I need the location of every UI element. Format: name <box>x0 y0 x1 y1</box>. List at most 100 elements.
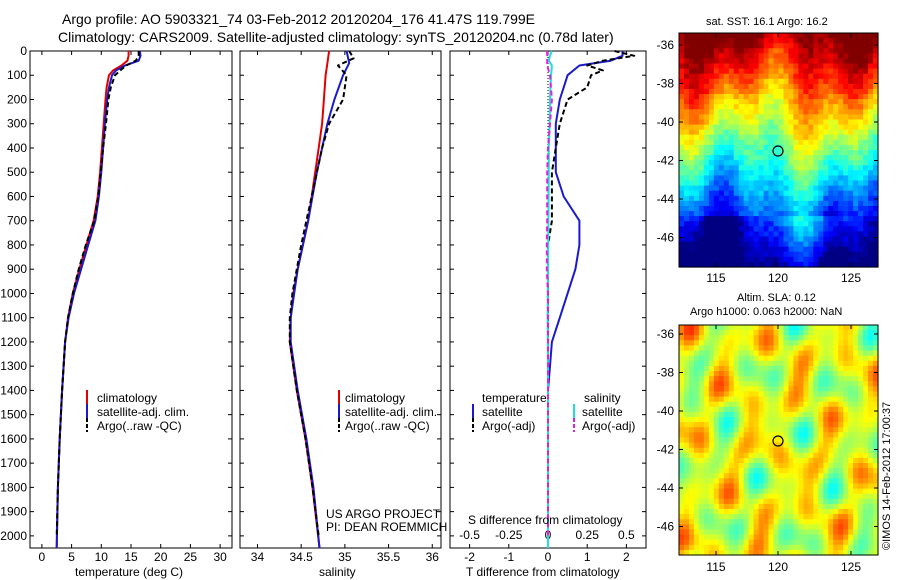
sla-cell <box>868 427 874 433</box>
sst-cell <box>873 99 879 105</box>
sla-cell <box>863 345 869 352</box>
sst-cell <box>863 206 869 212</box>
sla-cell <box>748 391 755 398</box>
sst-cell <box>803 134 809 141</box>
sla-cell <box>703 447 710 454</box>
sla-cell <box>808 457 814 464</box>
sst-cell <box>748 160 755 166</box>
sla-cell <box>679 381 685 387</box>
sla-cell <box>823 417 829 423</box>
sla-cell <box>698 442 705 449</box>
sla-cell <box>843 503 849 510</box>
sla-cell <box>743 417 750 423</box>
sst-cell <box>798 94 804 100</box>
sla-cell <box>723 381 730 387</box>
sst-cell <box>808 58 814 65</box>
sla-cell <box>858 519 864 525</box>
sla-cell <box>713 437 720 444</box>
sst-cell <box>788 195 795 202</box>
sst-cell <box>873 251 879 258</box>
sla-cell <box>833 422 839 428</box>
sla-cell <box>748 411 755 418</box>
sst-cell <box>803 94 809 100</box>
sst-cell <box>684 139 690 146</box>
sla-cell <box>873 539 879 546</box>
sst-cell <box>743 134 750 141</box>
sla-cell <box>868 360 874 367</box>
sst-cell <box>823 256 829 263</box>
sla-cell <box>863 498 869 505</box>
sla-cell <box>743 365 750 372</box>
sla-cell <box>768 391 775 398</box>
sst-cell <box>838 89 844 95</box>
sla-cell <box>818 340 824 346</box>
sst-cell <box>753 246 760 253</box>
sla-cell <box>693 544 700 551</box>
sst-cell <box>828 200 834 207</box>
sst-cell <box>743 226 750 232</box>
sla-cell <box>868 401 874 408</box>
sla-cell <box>848 447 854 454</box>
sla-cell <box>813 503 819 510</box>
sla-cell <box>753 503 760 510</box>
sst-cell <box>863 68 869 75</box>
sla-cell <box>808 488 814 495</box>
sla-cell <box>693 514 700 520</box>
sla-cell <box>858 534 864 541</box>
sla-cell <box>689 340 695 346</box>
sla-cell <box>823 519 829 525</box>
sst-cell <box>728 139 735 146</box>
sla-cell <box>689 503 695 510</box>
sla-cell <box>753 483 760 490</box>
sla-cell <box>698 539 705 546</box>
sst-cell <box>738 139 745 146</box>
sla-cell <box>689 376 695 382</box>
sst-cell <box>813 139 819 146</box>
sla-cell <box>679 534 685 541</box>
sla-cell <box>848 350 854 357</box>
sla-cell <box>713 325 720 331</box>
sla-cell <box>753 442 760 449</box>
sla-cell <box>768 524 775 530</box>
sla-cell <box>733 483 740 490</box>
sst-cell <box>838 226 844 232</box>
sla-cell <box>693 488 700 495</box>
sst-cell <box>713 89 720 95</box>
sst-cell <box>838 246 844 253</box>
sla-cell <box>843 335 849 341</box>
sst-cell <box>698 104 705 110</box>
sla-cell <box>723 514 730 520</box>
sla-cell <box>813 391 819 398</box>
sla-cell <box>768 544 775 551</box>
sla-cell <box>689 442 695 449</box>
sla-cell <box>798 447 804 454</box>
sst-cell <box>693 63 700 70</box>
sla-cell <box>748 350 755 357</box>
sst-cell <box>713 241 720 248</box>
sst-cell <box>708 175 715 182</box>
sla-cell <box>858 417 864 423</box>
sla-cell <box>833 345 839 352</box>
sst-cell <box>873 129 879 136</box>
sst-cell <box>728 119 735 126</box>
sla-cell <box>723 330 730 336</box>
sst-cell <box>853 94 859 100</box>
sla-cell <box>748 340 755 346</box>
sst-cell <box>738 109 745 115</box>
sst-cell <box>703 134 710 141</box>
sla-cell <box>718 406 725 413</box>
lon-tick-label: 120 <box>768 560 788 574</box>
sst-cell <box>753 53 760 59</box>
sst-cell <box>788 190 795 197</box>
sst-cell <box>713 251 720 258</box>
sst-cell <box>868 109 874 115</box>
sst-cell <box>783 150 790 156</box>
sst-cell <box>763 206 770 212</box>
sla-cell <box>763 544 770 551</box>
sst-cell <box>738 33 745 39</box>
sla-cell <box>728 360 735 367</box>
sst-cell <box>823 160 829 166</box>
sla-cell <box>679 468 685 474</box>
sst-cell <box>813 53 819 59</box>
sla-cell <box>718 529 725 536</box>
